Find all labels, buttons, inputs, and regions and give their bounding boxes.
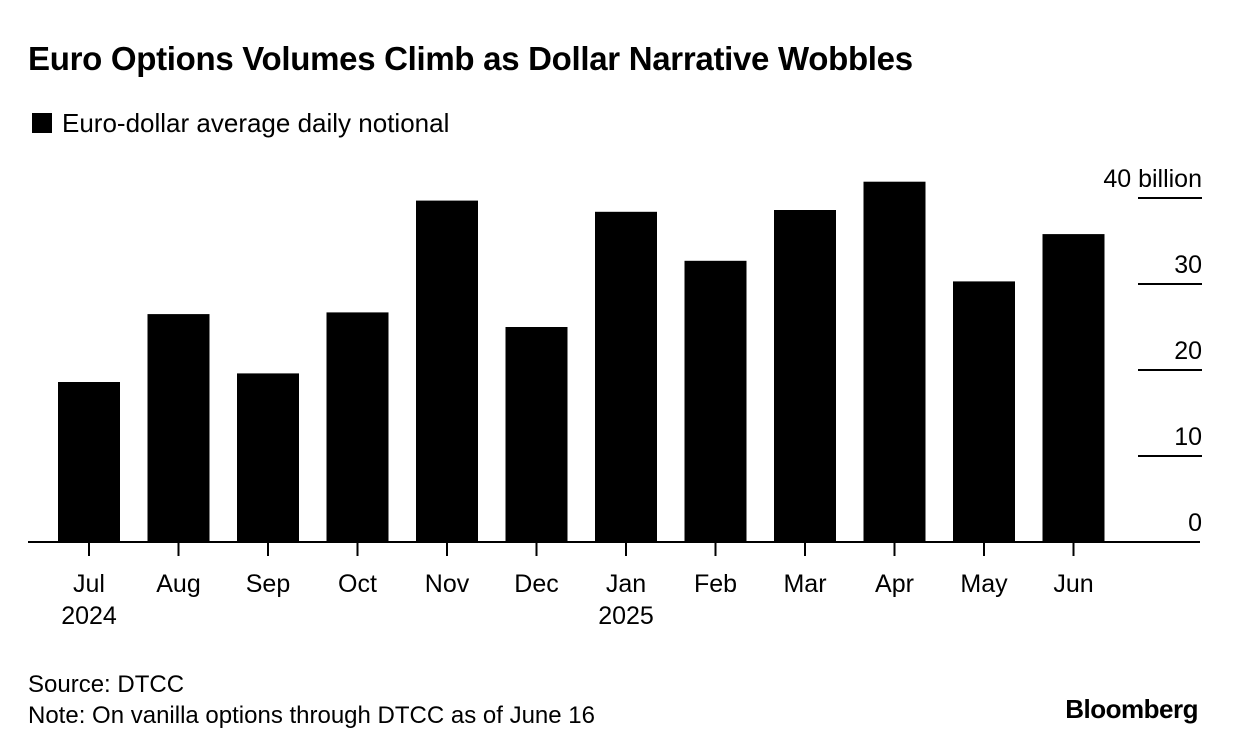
bloomberg-logo: Bloomberg <box>1065 694 1198 724</box>
bar-apr <box>863 181 926 542</box>
y-tick-label-10: 10 <box>1174 423 1202 451</box>
y-tick-label-0: 0 <box>1188 509 1202 537</box>
x-tick-label-jan: Jan <box>606 570 646 598</box>
bar-feb <box>684 260 747 542</box>
bar-jan <box>595 211 657 543</box>
x-tick-label-dec: Dec <box>514 570 558 598</box>
bar-nov <box>416 200 478 542</box>
x-year-label-2025: 2025 <box>598 602 654 630</box>
bar-oct <box>326 312 389 542</box>
bars-layer <box>58 181 1105 543</box>
x-tick-label-aug: Aug <box>156 570 200 598</box>
footnote: Note: On vanilla options through DTCC as… <box>28 702 595 729</box>
bar-sep <box>237 373 299 542</box>
source-note: Source: DTCC <box>28 671 185 698</box>
x-axis: Jul 2024 Aug Sep Oct Nov Dec Jan 2025 Feb Mar Apr Ma… <box>61 542 1094 630</box>
bar-may <box>953 281 1015 542</box>
x-tick-label-feb: Feb <box>694 570 737 598</box>
bar-jul <box>58 382 120 542</box>
x-tick-label-mar: Mar <box>783 570 826 598</box>
legend-swatch <box>32 113 52 133</box>
x-tick-label-nov: Nov <box>425 570 470 598</box>
x-tick-label-may: May <box>960 570 1008 598</box>
bar-aug <box>147 314 210 542</box>
bar-dec <box>505 327 568 542</box>
x-tick-label-jun: Jun <box>1053 570 1093 598</box>
y-tick-label-20: 20 <box>1174 337 1202 365</box>
bar-jun <box>1042 234 1105 542</box>
y-tick-label-40: 40 billion <box>1103 165 1202 193</box>
x-tick-label-oct: Oct <box>338 570 377 598</box>
bar-chart: 0 10 20 30 40 billion Jul 2024 Aug Sep Oct Nov Dec… <box>28 165 1202 630</box>
chart-title: Euro Options Volumes Climb as Dollar Nar… <box>28 40 913 77</box>
x-tick-label-apr: Apr <box>875 570 914 598</box>
x-tick-label-jul: Jul <box>73 570 105 598</box>
legend-label: Euro-dollar average daily notional <box>62 107 450 138</box>
y-axis: 0 10 20 30 40 billion <box>28 165 1202 543</box>
x-year-label-2024: 2024 <box>61 602 117 630</box>
x-tick-label-sep: Sep <box>246 570 290 598</box>
legend: Euro-dollar average daily notional <box>32 106 449 140</box>
y-tick-label-30: 30 <box>1174 251 1202 279</box>
bar-mar <box>774 210 836 542</box>
